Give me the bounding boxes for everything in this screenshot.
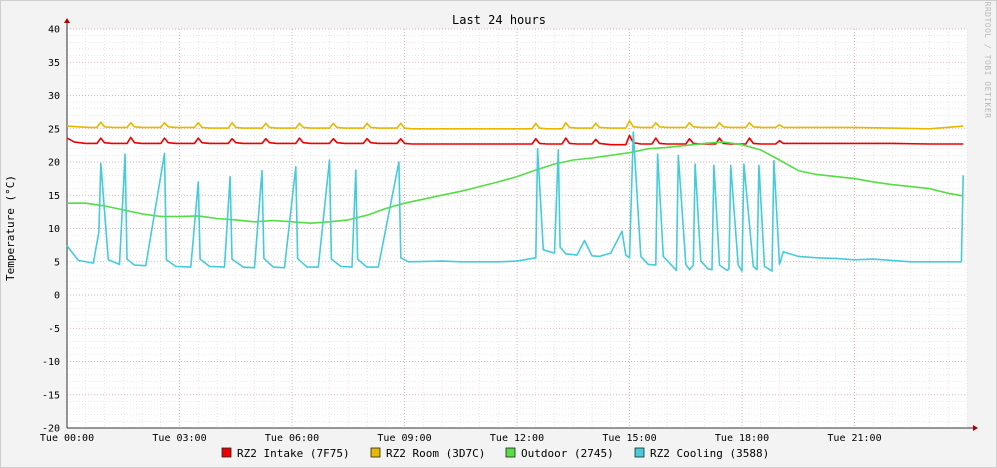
rrdtool-watermark: RRDTOOL / TOBI OETIKER [983, 2, 992, 119]
axes: -20 -15 -10 -5 0 5 10 15 20 25 30 35 40 Tue 00:00 Tue … [40, 18, 978, 444]
legend-label-2: RZ2 Room (3D7C) [386, 447, 485, 460]
legend-swatch-4 [634, 447, 645, 458]
x-tick-label: Tue 18:00 [715, 433, 769, 444]
y-axis-label: Temperature (°C) [4, 175, 17, 281]
y-tick-label: 20 [48, 158, 60, 169]
y-tick-label: 40 [48, 25, 60, 36]
y-tick-label: -10 [42, 357, 60, 368]
legend-swatch-1 [221, 447, 232, 458]
legend-label-3: Outdoor (2745) [521, 447, 614, 460]
y-tick-label: 0 [54, 291, 60, 302]
chart-title: Last 24 hours [452, 13, 546, 27]
series-line-4 [66, 131, 964, 272]
legend-label-4: RZ2 Cooling (3588) [650, 447, 769, 460]
legend-swatch-2 [370, 447, 381, 458]
x-tick-label: Tue 15:00 [602, 433, 656, 444]
legend-label-1: RZ2 Intake (7F75) [237, 447, 350, 460]
x-tick-label: Tue 21:00 [827, 433, 881, 444]
y-tick-label: 30 [48, 91, 60, 102]
grid [66, 28, 968, 429]
y-tick-label: 35 [48, 58, 60, 69]
series-line-2 [66, 120, 964, 130]
y-tick-label: -15 [42, 390, 60, 401]
y-tick-label: 5 [54, 257, 60, 268]
x-tick-label: Tue 03:00 [152, 433, 206, 444]
y-tick-label: -5 [48, 324, 60, 335]
legend: RZ2 Intake (7F75) RZ2 Room (3D7C) Outdoor … [221, 447, 769, 460]
series-lines [66, 120, 964, 272]
x-tick-label: Tue 00:00 [40, 433, 94, 444]
y-axis-arrow [64, 18, 70, 23]
x-tick-label: Tue 06:00 [265, 433, 319, 444]
y-tick-label: -20 [42, 424, 60, 435]
y-tick-label: 25 [48, 124, 60, 135]
y-tick-label: 15 [48, 191, 60, 202]
legend-swatch-3 [505, 447, 516, 458]
x-tick-label: Tue 09:00 [377, 433, 431, 444]
x-axis-arrow [973, 425, 978, 431]
y-tick-label: 10 [48, 224, 60, 235]
x-tick-label: Tue 12:00 [490, 433, 544, 444]
series-line-3 [67, 141, 964, 224]
